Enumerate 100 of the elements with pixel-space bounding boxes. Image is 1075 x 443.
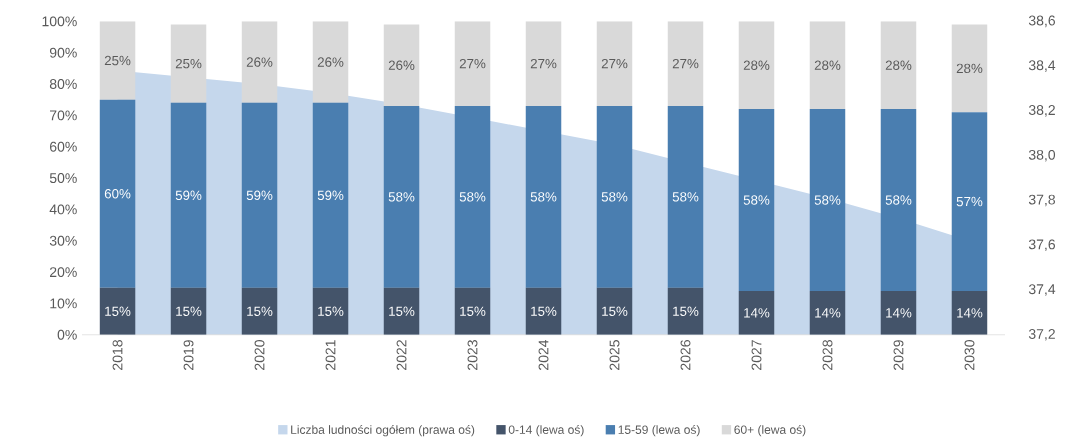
data-label: 26% — [317, 57, 344, 67]
data-label: 26% — [388, 60, 415, 71]
data-label: 15% — [602, 306, 628, 317]
legend-label: Liczba ludności ogółem (prawa oś) — [291, 425, 475, 437]
bar — [809, 21, 846, 110]
data-label: 14% — [957, 308, 983, 318]
legend-label: 15-59 (lewa oś) — [618, 425, 700, 437]
data-label: 25% — [175, 59, 202, 69]
bar — [383, 24, 420, 107]
data-label: 58% — [601, 192, 628, 202]
bar — [738, 109, 775, 291]
data-label: 60% — [104, 189, 131, 199]
data-label: 15% — [318, 306, 344, 317]
bar — [667, 287, 704, 335]
data-label: 14% — [815, 308, 841, 318]
x-tick-label: 2024 — [538, 340, 549, 371]
data-label: 15% — [105, 306, 131, 317]
bar — [809, 109, 846, 291]
data-label: 57% — [956, 196, 983, 207]
bar — [383, 106, 420, 288]
bar — [951, 290, 988, 335]
y-tick-label: 20% — [50, 267, 77, 278]
bar — [880, 21, 917, 110]
bar — [241, 102, 278, 288]
data-label: 59% — [246, 190, 273, 201]
x-tick-label: 2027 — [751, 340, 762, 371]
bar — [596, 106, 633, 288]
data-label: 27% — [530, 59, 557, 69]
bar — [99, 287, 136, 335]
y2-tick-label: 38,4 — [1028, 60, 1056, 72]
bar — [99, 21, 136, 100]
x-tick-label: 2019 — [183, 340, 194, 371]
data-label: 59% — [175, 190, 202, 201]
y-tick-label: 70% — [50, 110, 77, 121]
data-label: 28% — [885, 60, 912, 71]
data-label: 15% — [673, 306, 699, 317]
data-label: 28% — [743, 60, 770, 71]
y-tick-label: 50% — [49, 173, 77, 184]
data-label: 28% — [956, 63, 983, 74]
x-tick-label: 2018 — [112, 340, 123, 371]
bar — [596, 287, 633, 335]
y2-tick-label: 38,6 — [1028, 15, 1056, 28]
legend-label: 0-14 (lewa oś) — [508, 425, 584, 437]
x-tick-label: 2022 — [396, 340, 407, 371]
data-label: 58% — [672, 192, 699, 202]
bar — [951, 24, 988, 113]
data-label: 15% — [389, 306, 415, 317]
bar — [525, 106, 562, 288]
data-label: 15% — [176, 306, 202, 317]
bar — [738, 290, 775, 335]
bar — [667, 106, 704, 288]
data-label: 28% — [814, 60, 841, 71]
bar — [738, 21, 775, 110]
data-label: 58% — [814, 195, 841, 205]
data-label: 58% — [885, 195, 912, 205]
data-label: 58% — [530, 192, 557, 202]
x-tick-label: 2025 — [609, 340, 620, 371]
bar — [454, 21, 491, 107]
bar — [170, 24, 207, 103]
x-tick-label: 2020 — [254, 340, 265, 371]
bar — [241, 21, 278, 103]
y2-tick-label: 37,4 — [1028, 284, 1056, 296]
y-tick-label: 80% — [49, 79, 77, 90]
data-label: 25% — [104, 55, 131, 66]
bar — [880, 290, 917, 335]
x-tick-label: 2026 — [680, 340, 691, 371]
data-label: 26% — [246, 57, 273, 67]
data-label: 58% — [743, 195, 770, 205]
data-label: 15% — [460, 306, 486, 317]
y-tick-label: 90% — [49, 47, 77, 58]
bar — [170, 287, 207, 335]
y-tick-label: 0% — [57, 329, 77, 340]
data-label: 59% — [317, 190, 344, 201]
y2-tick-label: 38,0 — [1028, 149, 1056, 162]
bar — [525, 287, 562, 335]
bar — [880, 109, 917, 291]
x-tick-label: 2030 — [964, 340, 975, 371]
bar — [312, 21, 349, 103]
y2-tick-label: 37,2 — [1028, 329, 1055, 341]
bar — [241, 287, 278, 335]
bar — [596, 21, 633, 107]
x-tick-label: 2029 — [893, 340, 904, 371]
bar — [525, 21, 562, 107]
x-tick-label: 2023 — [467, 340, 478, 371]
y2-tick-label: 37,6 — [1028, 239, 1056, 252]
y2-tick-label: 37,8 — [1028, 194, 1056, 207]
bar — [809, 290, 846, 335]
data-label: 27% — [601, 59, 628, 69]
bar — [170, 102, 207, 288]
y-tick-label: 100% — [42, 16, 77, 27]
bar — [454, 287, 491, 335]
bar — [312, 102, 349, 288]
data-label: 58% — [459, 192, 486, 202]
bar — [454, 106, 491, 288]
x-tick-label: 2028 — [822, 340, 833, 371]
data-label: 15% — [531, 306, 557, 317]
data-label: 14% — [886, 308, 912, 318]
x-tick-label: 2021 — [325, 340, 336, 371]
bar — [99, 99, 136, 288]
y-tick-label: 60% — [50, 141, 77, 152]
